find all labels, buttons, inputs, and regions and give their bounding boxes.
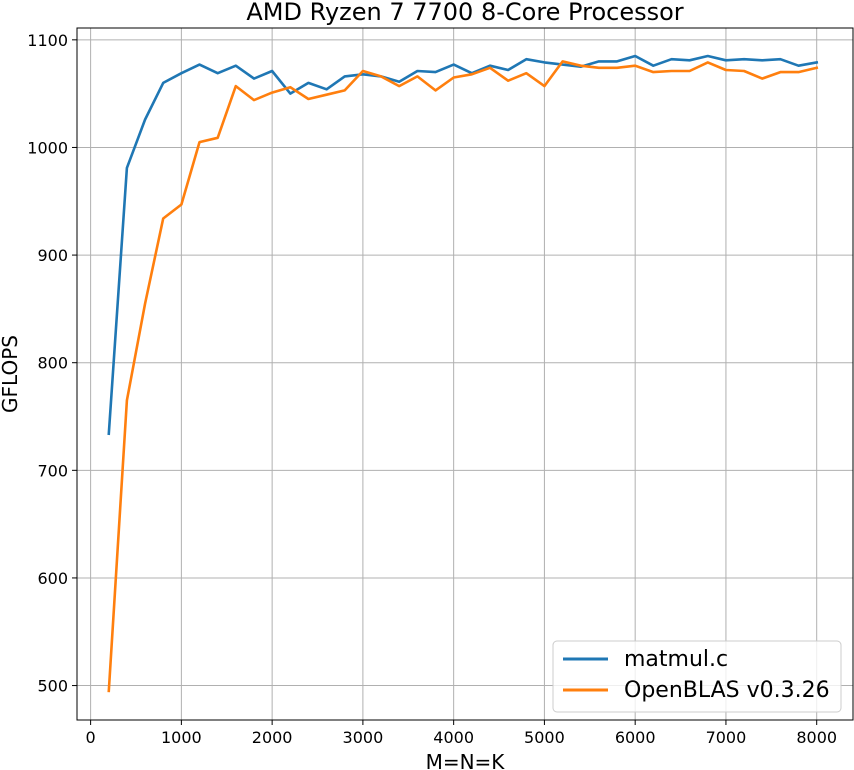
x-tick-label: 7000 [706,728,747,747]
x-tick-label: 5000 [524,728,565,747]
grid-lines [77,28,853,720]
y-tick-label: 1000 [27,138,68,157]
y-tick-label: 900 [37,246,68,265]
y-tick-label: 500 [37,677,68,696]
x-tick-label: 8000 [796,728,837,747]
series-line-openblas [107,60,819,693]
y-tick-label: 800 [37,354,68,373]
x-tick-label: 6000 [615,728,656,747]
series-line-matmul [107,54,819,436]
legend-box [552,640,842,713]
legend-label-matmul: matmul.c [624,647,728,672]
legend: matmul.c OpenBLAS v0.3.26 [552,640,842,713]
y-tick-label: 1100 [27,31,68,50]
x-tick-label: 3000 [343,728,384,747]
legend-label-openblas: OpenBLAS v0.3.26 [624,678,830,703]
x-tick-label: 1000 [161,728,202,747]
series-layer [107,54,819,693]
x-axis: 0 1000 2000 3000 4000 5000 6000 7000 8000 [86,720,837,747]
chart-title: AMD Ryzen 7 7700 8-Core Processor [246,0,683,26]
x-tick-label: 2000 [252,728,293,747]
plot-frame [76,27,854,721]
x-axis-label: M=N=K [426,750,506,770]
x-tick-label: 4000 [433,728,474,747]
x-tick-label: 0 [86,728,96,747]
y-axis-label: GFLOPS [0,335,22,413]
y-tick-label: 600 [37,569,68,588]
y-tick-label: 700 [37,461,68,480]
y-axis: 500 600 700 800 900 1000 1100 [27,31,77,696]
